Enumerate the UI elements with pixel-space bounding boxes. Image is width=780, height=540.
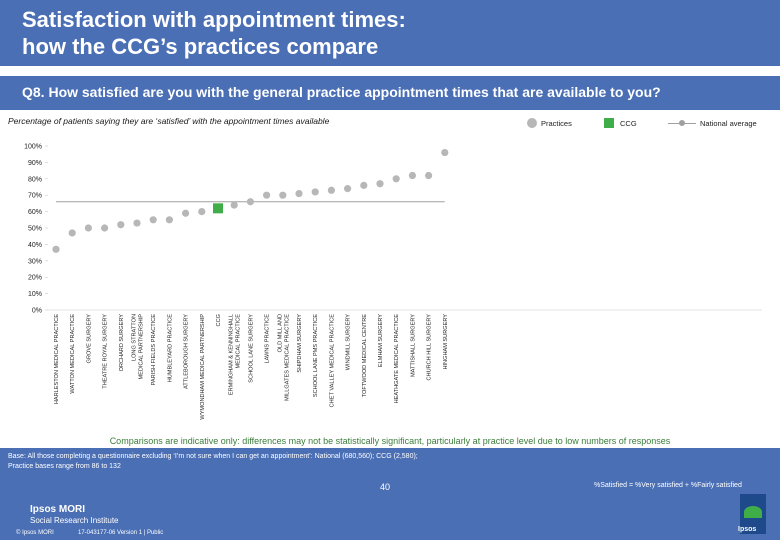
comparison-note: Comparisons are indicative only: differe… [109,436,671,446]
practice-point [327,186,335,194]
x-category-label: HARLESTON MEDICAL PRACTICE [54,314,60,404]
practice-point [279,191,287,199]
x-category-label: MILLGATES MEDICAL PRACTICE [284,314,290,401]
x-category-label: MATTISHALL SURGERY [410,314,416,377]
practice-point [360,181,368,189]
practice-point [376,180,384,188]
x-category-label: WINDMILL SURGERY [346,314,352,371]
legend-ccg-label: CCG [620,119,637,128]
base-note-line-1: Base: All those completing a questionnai… [8,453,418,460]
header-banner: Satisfaction with appointment times: how… [0,0,780,66]
base-note-line-2: Practice bases range from 86 to 132 [8,463,121,470]
x-category-label: GROVE SURGERY [86,314,92,364]
practice-point [52,245,60,253]
page-number: 40 [380,482,391,492]
x-category-label: ORCHARD SURGERY [119,314,125,372]
practice-point [182,209,190,217]
x-category-label: PARISH FIELDS PRACTICE [151,314,157,386]
y-tick-label: 50% [28,226,42,233]
x-category-label: WYMONDHAM MEDICAL PARTNERSHIP [200,314,206,420]
x-category-label: MEDICAL PRACTICE [236,314,242,369]
practice-point [84,224,92,232]
base-note: Base: All those completing a questionnai… [8,452,478,472]
question-text: Q8. How satisfied are you with the gener… [22,84,661,100]
practice-point [230,201,238,209]
page-title-line-2: how the CCG’s practices compare [22,34,379,59]
x-category-label: LAWNS PRACTICE [265,314,271,364]
y-tick-label: 10% [28,291,42,298]
practice-point [441,148,449,157]
y-tick-label: 60% [28,209,42,216]
page-title: Satisfaction with appointment times: how… [22,6,406,60]
practice-point [425,171,433,180]
x-category-label: WATTON MEDICAL PRACTICE [70,314,76,394]
y-tick-label: 80% [28,176,42,183]
ipsos-icon [740,494,766,534]
x-category-label: THEATRE ROYAL SURGERY [103,314,109,389]
practice-point [344,185,352,193]
practice-point [117,221,125,229]
practice-point [165,216,173,224]
y-tick-label: 20% [28,275,42,282]
x-category-label: SCHOOL LANE SURGERY [248,314,254,383]
legend-practices-marker [527,118,537,128]
y-tick-label: 0% [32,308,42,315]
x-category-label: MEDICAL PARTNERSHIP [139,314,145,380]
practice-point [408,171,416,180]
legend-practices-label: Practices [541,119,572,128]
x-category-label: HEATHGATE MEDICAL PRACTICE [394,314,400,404]
x-category-label: SCHOOL LANE PMS PRACTICE [313,314,319,397]
question-banner: Q8. How satisfied are you with the gener… [0,76,780,110]
page-title-line-1: Satisfaction with appointment times: [22,7,406,32]
practice-point [101,224,109,232]
practice-point [68,229,76,237]
x-category-label: HUMBLEYARD PRACTICE [167,314,173,383]
copyright-text: © Ipsos MORI [16,530,54,536]
ccg-point [213,203,223,214]
practice-point [246,198,254,206]
x-category-label: LONG STRATTON [132,314,138,361]
x-category-label: HINGHAM SURGERY [443,314,449,370]
ipsos-icon-text: Ipsos [738,526,757,533]
legend-national-marker [679,120,685,126]
x-category-label: CHET VALLEY MEDICAL PRACTICE [329,314,335,408]
x-category-label: OLD MILL AND [277,314,283,352]
x-category-label: SHIPDHAM SURGERY [297,314,303,373]
y-tick-label: 100% [24,144,42,151]
scatter-chart: 0% 10% 20% 30% 40% 50% 60% 70% 80% 90% 100% HARLEST… [24,144,762,420]
footer-banner: Base: All those completing a questionnai… [0,448,780,540]
x-category-label: TOFTWOOD MEDICAL CENTRE [362,314,368,398]
practice-point [295,189,303,198]
x-category-label: ERMINGHAM & KENNINGHALL [229,314,235,395]
practice-point [311,188,319,196]
ipsos-mori-logo: Ipsos MORI [30,504,86,515]
x-category-label: CHURCH HILL SURGERY [427,314,433,381]
practice-point [133,219,141,227]
y-tick-label: 90% [28,160,42,167]
practice-point [149,216,157,224]
legend-ccg-marker [604,118,614,128]
y-tick-label: 40% [28,242,42,249]
practice-point [198,208,206,216]
satisfied-definition: %Satisfied = %Very satisfied + %Fairly s… [594,482,742,489]
x-category-label: CCG [216,314,222,326]
y-tick-label: 70% [28,193,42,200]
logo-subtitle: Social Research Institute [30,516,119,525]
x-category-label: ATTLEBOROUGH SURGERY [184,314,190,389]
job-number: 17-043177-06 Version 1 | Public [78,530,164,536]
practice-point [263,191,271,199]
chart-legend: Practices CCG National average [0,116,780,130]
x-category-label: ELMHAM SURGERY [378,314,384,367]
legend-national-label: National average [700,119,757,128]
chart-subtitle: Percentage of patients saying they are ‘… [8,116,330,126]
y-tick-label: 30% [28,258,42,265]
practice-point [392,175,400,183]
